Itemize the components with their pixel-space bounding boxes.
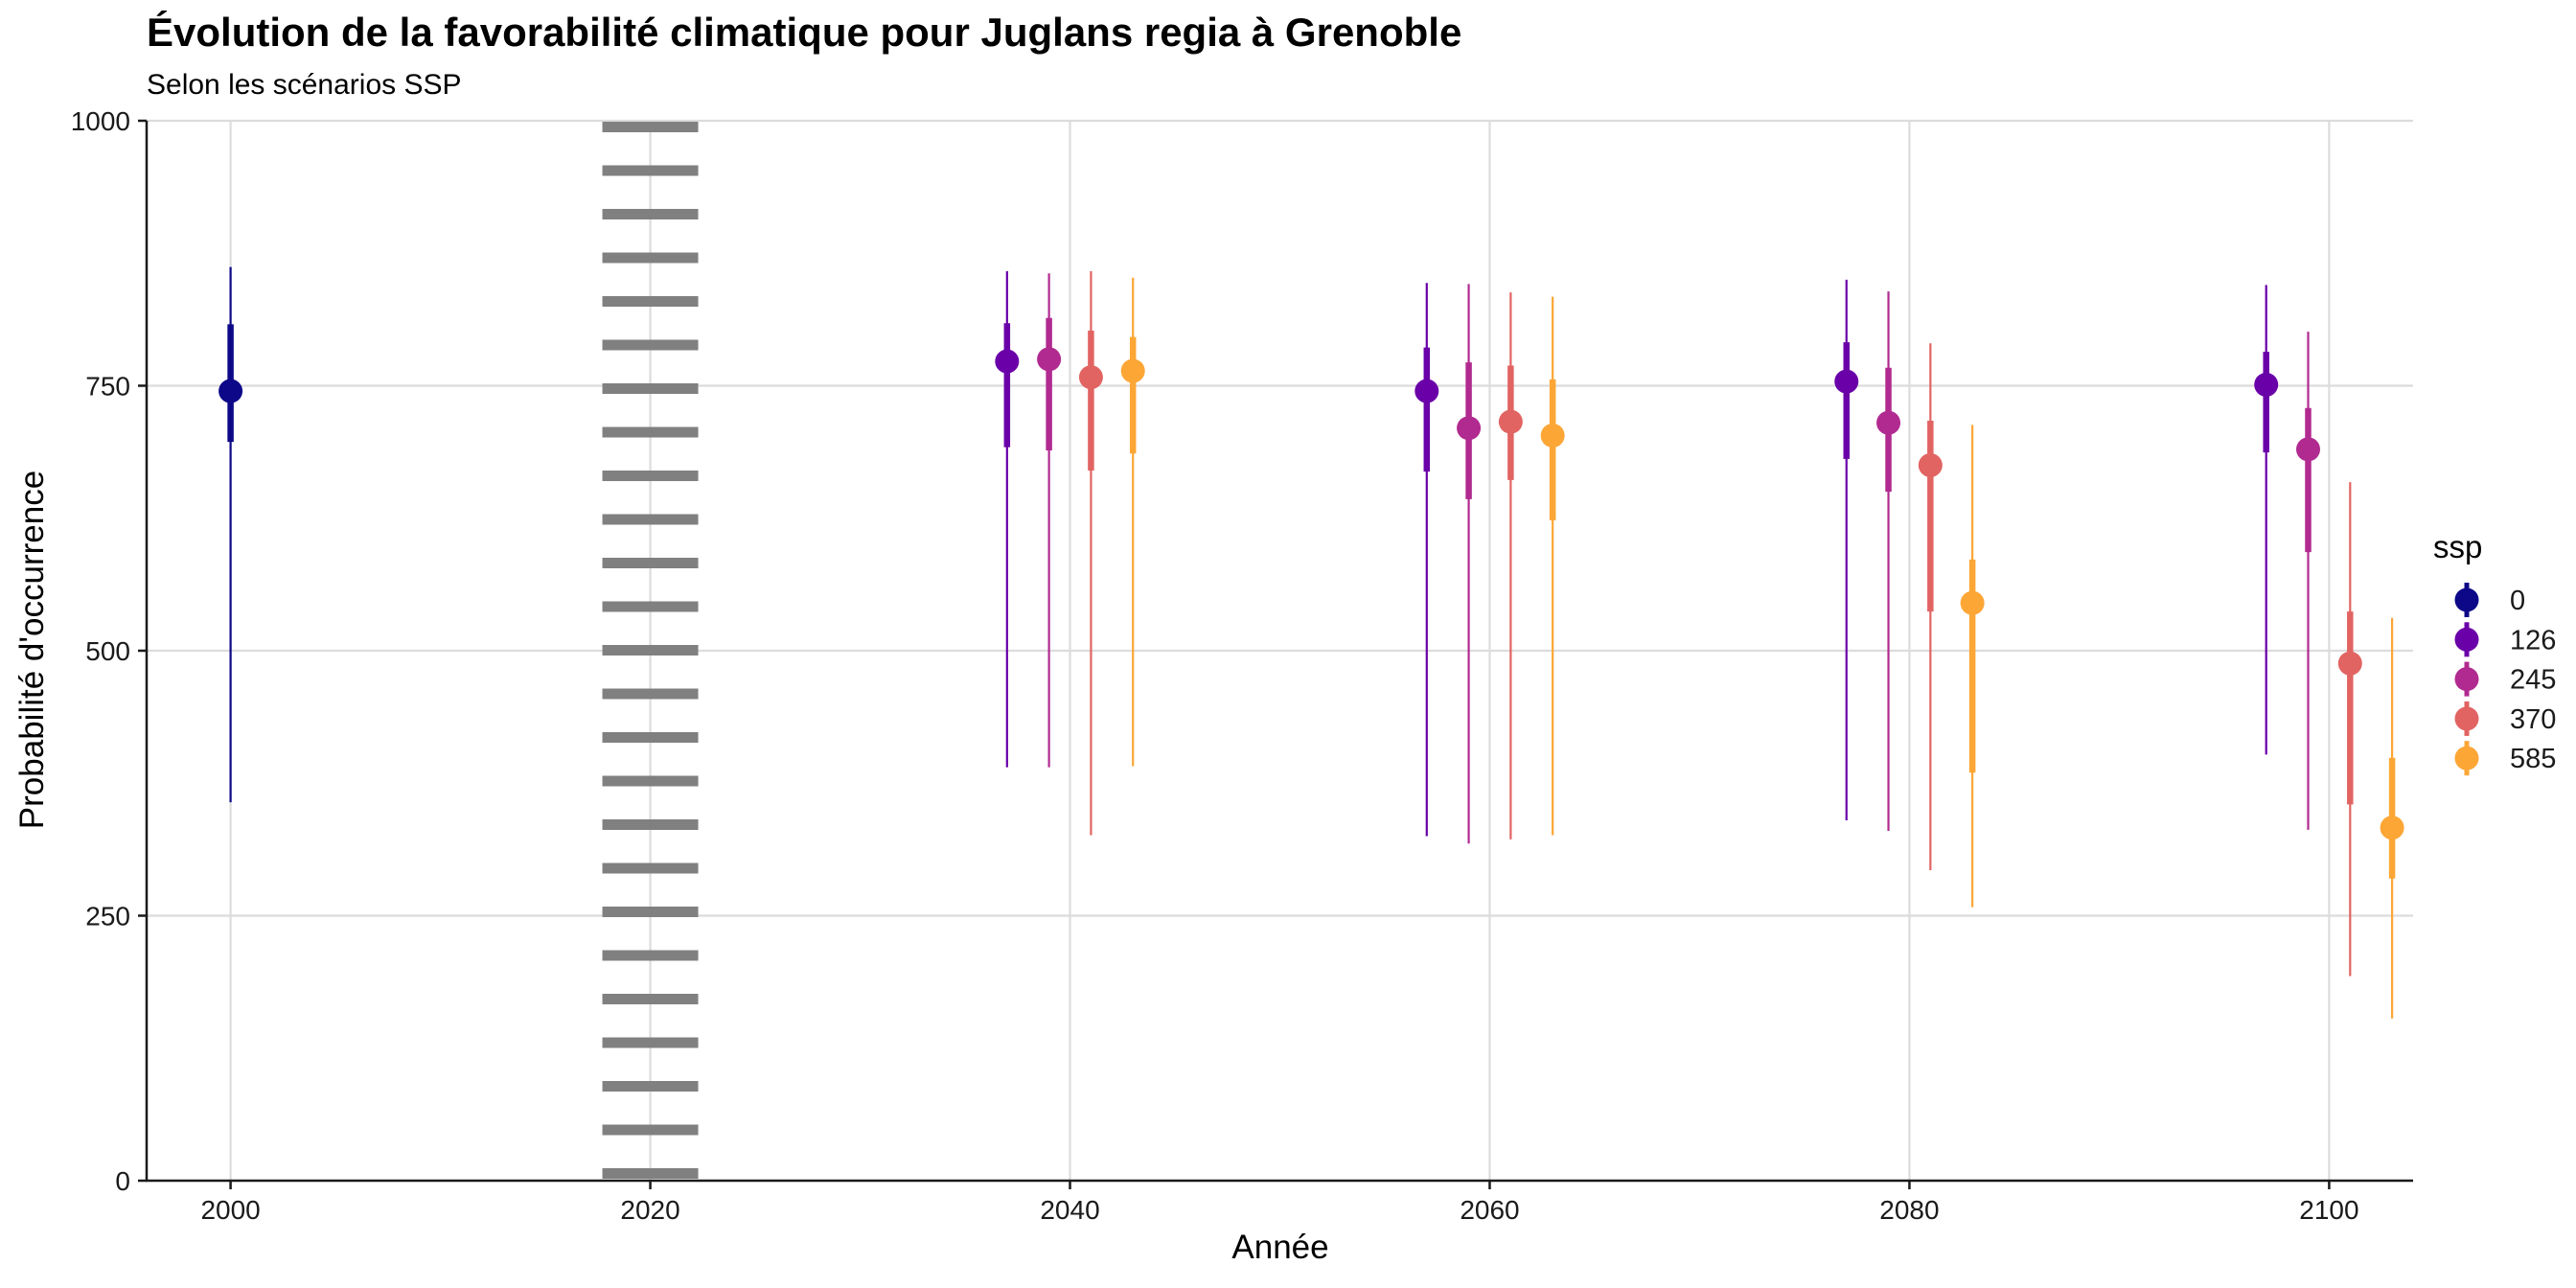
legend-label: 0 <box>2510 586 2525 616</box>
median-point <box>1414 379 1439 403</box>
legend-label: 370 <box>2510 704 2556 735</box>
median-point <box>1498 409 1523 434</box>
median-point <box>1540 423 1565 448</box>
pointrange-ssp370-2041 <box>1078 271 1103 836</box>
legend-title: ssp <box>2433 529 2482 564</box>
median-point <box>1037 347 1062 372</box>
x-tick-label: 2020 <box>620 1195 679 1225</box>
legend-key-point <box>2454 587 2479 612</box>
pointrange-ssp126-2037 <box>995 271 1020 768</box>
median-point <box>1876 410 1901 435</box>
median-point <box>1457 416 1482 441</box>
grid-lines <box>147 119 2413 1183</box>
x-tick-label: 2080 <box>1879 1195 1939 1225</box>
pointrange-ssp585-2063 <box>1540 296 1565 836</box>
pointrange-ssp126-2077 <box>1834 279 1859 820</box>
pointrange-ssp245-2059 <box>1457 284 1482 844</box>
median-point <box>995 349 1020 374</box>
chart-title: Évolution de la favorabilité climatique … <box>147 10 1462 55</box>
median-point <box>2296 437 2321 462</box>
y-tick-label: 0 <box>115 1166 130 1196</box>
y-tick-label: 500 <box>85 636 130 666</box>
legend-item-ssp245: 245 <box>2454 661 2556 697</box>
legend-item-ssp0: 0 <box>2454 583 2525 617</box>
y-tick-label: 250 <box>85 902 130 932</box>
median-point <box>218 379 243 403</box>
median-point <box>1960 590 1985 615</box>
legend-item-ssp126: 126 <box>2454 622 2556 657</box>
pointrange-ssp585-2103 <box>2380 617 2404 1019</box>
legend-item-ssp370: 370 <box>2454 701 2556 736</box>
x-tick-label: 2100 <box>2299 1195 2358 1225</box>
median-point <box>1120 358 1145 383</box>
pointrange-ssp585-2083 <box>1960 425 1985 908</box>
pointrange-ssp126-2097 <box>2254 285 2279 755</box>
chart-subtitle: Selon les scénarios SSP <box>147 69 462 101</box>
pointrange-ssp585-2043 <box>1120 277 1145 767</box>
legend-key-point <box>2454 746 2479 770</box>
median-point <box>1918 452 1943 477</box>
x-tick-label: 2040 <box>1040 1195 1099 1225</box>
median-point <box>1078 365 1103 390</box>
legend: ssp 0 126 245 370 585 <box>2433 529 2556 776</box>
x-tick-label: 2000 <box>200 1195 260 1225</box>
x-tick-label: 2060 <box>1460 1195 1519 1225</box>
y-tick-label: 750 <box>85 372 130 402</box>
legend-key-point <box>2454 627 2479 652</box>
pointrange-ssp245-2079 <box>1876 291 1901 832</box>
legend-item-ssp585: 585 <box>2454 741 2556 776</box>
legend-key-point <box>2454 706 2479 731</box>
axes: 0 250 500 750 1000 2000 2020 2040 2060 2080 2100 <box>71 106 2413 1225</box>
pointrange-ssp126-2057 <box>1414 283 1439 837</box>
data-marks <box>218 266 2404 1019</box>
median-point <box>2254 372 2279 397</box>
pointrange-ssp245-2039 <box>1037 273 1062 768</box>
legend-label: 126 <box>2510 625 2556 656</box>
median-point <box>2380 816 2404 840</box>
x-axis-title: Année <box>1231 1229 1329 1266</box>
legend-key-point <box>2454 667 2479 692</box>
y-tick-label: 1000 <box>71 106 130 136</box>
legend-label: 585 <box>2510 744 2556 774</box>
pointrange-ssp0-2000 <box>218 266 243 803</box>
median-point <box>2337 651 2362 676</box>
legend-label: 245 <box>2510 665 2556 696</box>
pointrange-ssp370-2101 <box>2337 482 2362 977</box>
median-point <box>1834 369 1859 394</box>
pointrange-ssp370-2081 <box>1918 343 1943 870</box>
pointrange-ssp370-2061 <box>1498 292 1523 840</box>
pointrange-ssp245-2099 <box>2296 332 2321 830</box>
